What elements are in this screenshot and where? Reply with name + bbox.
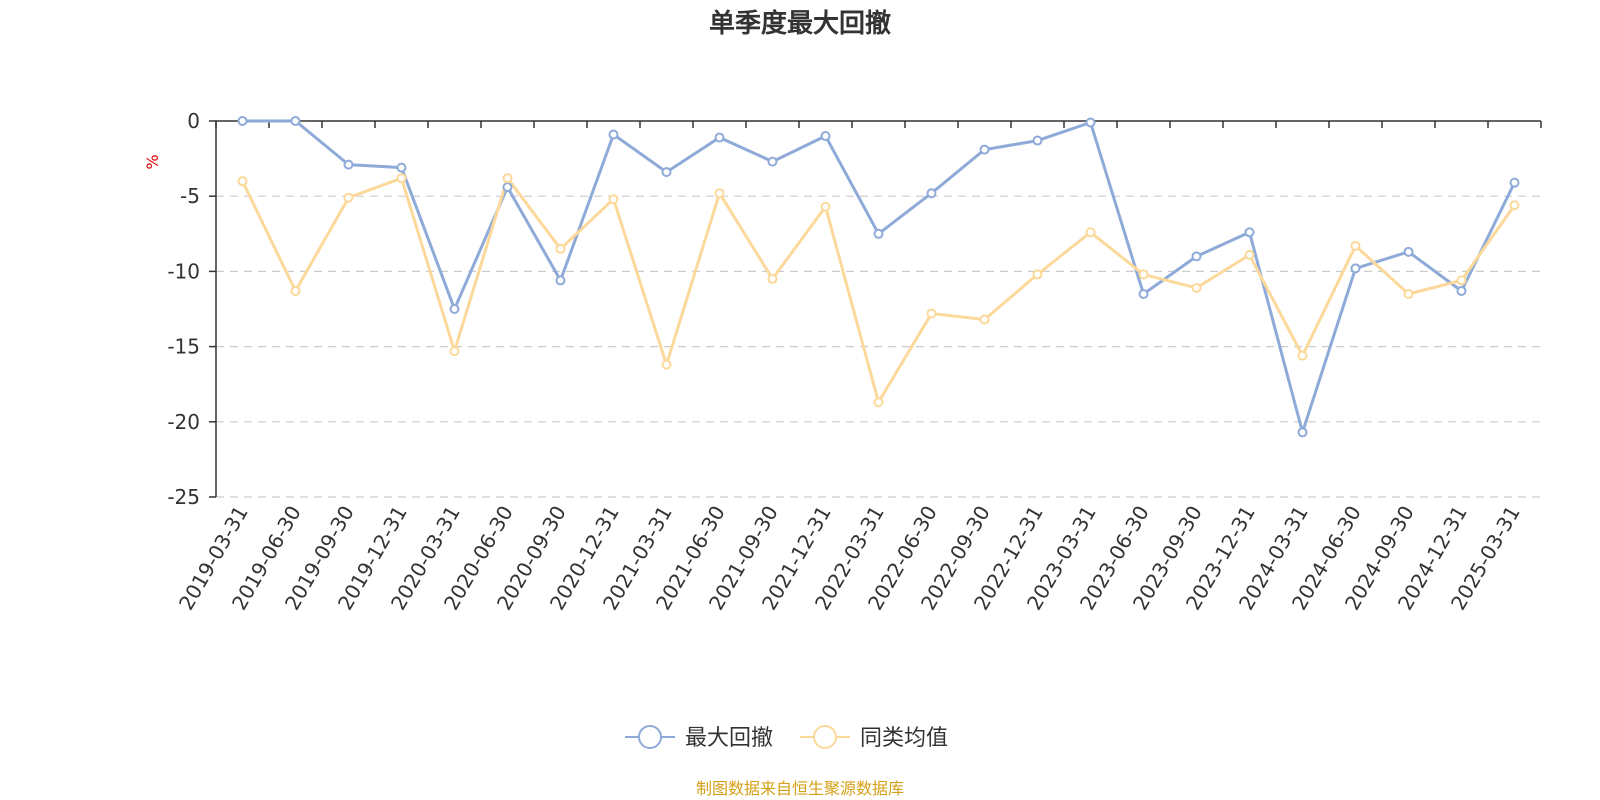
data-point-series-1[interactable] — [820, 131, 831, 142]
data-point-series-2[interactable] — [1297, 350, 1308, 361]
data-point-series-2[interactable] — [661, 359, 672, 370]
y-tick-label: -10 — [167, 259, 200, 283]
data-point-series-1[interactable] — [714, 132, 725, 143]
data-point-series-1[interactable] — [1456, 285, 1467, 296]
data-point-series-1[interactable] — [555, 275, 566, 286]
data-point-series-1[interactable] — [502, 182, 513, 193]
data-point-series-1[interactable] — [1138, 288, 1149, 299]
series-line-1 — [242, 119, 1516, 434]
data-point-series-1[interactable] — [237, 116, 248, 126]
y-tick-label: -5 — [180, 184, 200, 208]
data-point-series-1[interactable] — [767, 156, 778, 167]
series-lines — [237, 116, 1520, 438]
data-point-series-1[interactable] — [449, 304, 460, 314]
data-point-series-2[interactable] — [1191, 282, 1202, 293]
data-point-series-1[interactable] — [1297, 427, 1308, 438]
data-point-series-1[interactable] — [873, 228, 884, 239]
y-axis-unit: % — [143, 154, 162, 169]
data-point-series-1[interactable] — [343, 159, 354, 170]
data-point-series-2[interactable] — [290, 285, 301, 296]
data-point-series-1[interactable] — [1403, 246, 1414, 257]
data-point-series-1[interactable] — [290, 116, 301, 126]
data-point-series-2[interactable] — [1509, 200, 1520, 211]
data-point-series-2[interactable] — [1244, 249, 1255, 260]
y-tick-label: -25 — [167, 485, 200, 509]
data-point-series-1[interactable] — [1509, 177, 1520, 188]
data-point-series-2[interactable] — [714, 188, 725, 199]
data-point-series-1[interactable] — [1032, 135, 1043, 146]
data-point-series-2[interactable] — [396, 173, 407, 184]
data-point-series-1[interactable] — [1350, 263, 1361, 274]
data-point-series-2[interactable] — [502, 173, 513, 184]
data-point-series-2[interactable] — [979, 314, 990, 325]
data-point-series-2[interactable] — [1456, 275, 1467, 286]
data-point-series-2[interactable] — [555, 243, 566, 254]
data-point-series-2[interactable] — [873, 397, 884, 408]
data-point-series-1[interactable] — [979, 144, 990, 155]
data-point-series-1[interactable] — [661, 167, 672, 178]
data-point-series-2[interactable] — [1138, 269, 1149, 280]
data-point-series-1[interactable] — [1191, 251, 1202, 262]
data-point-series-1[interactable] — [1244, 227, 1255, 238]
data-point-series-2[interactable] — [767, 273, 778, 284]
data-point-series-1[interactable] — [926, 188, 937, 199]
legend-label: 同类均值 — [860, 726, 948, 751]
data-point-series-1[interactable] — [1085, 117, 1096, 128]
legend-marker — [813, 725, 837, 749]
data-point-series-2[interactable] — [1085, 227, 1096, 238]
legend-marker — [638, 725, 662, 749]
legend-item-2[interactable]: 同类均值 — [800, 725, 948, 751]
legend-item-1[interactable]: 最大回撤 — [625, 725, 773, 751]
y-tick-label: -20 — [167, 410, 200, 434]
axes: 0-5-10-15-20-252019-03-312019-06-302019-… — [167, 109, 1542, 614]
data-point-series-2[interactable] — [608, 194, 619, 205]
y-tick-label: -15 — [167, 335, 200, 359]
data-point-series-2[interactable] — [449, 346, 460, 357]
data-point-series-2[interactable] — [1403, 288, 1414, 299]
data-point-series-2[interactable] — [1032, 269, 1043, 280]
data-point-series-1[interactable] — [396, 162, 407, 173]
source-note: 制图数据来自恒生聚源数据库 — [696, 779, 904, 798]
data-point-series-2[interactable] — [1350, 240, 1361, 251]
legend-label: 最大回撤 — [685, 726, 773, 751]
legend[interactable]: 最大回撤 同类均值 — [625, 725, 948, 751]
data-point-series-2[interactable] — [237, 176, 248, 187]
data-point-series-2[interactable] — [820, 201, 831, 212]
data-point-series-2[interactable] — [926, 308, 937, 319]
data-point-series-2[interactable] — [343, 192, 354, 203]
data-point-series-1[interactable] — [608, 129, 619, 140]
grid-lines — [216, 195, 1541, 498]
chart-title: 单季度最大回撤 — [709, 8, 891, 39]
y-tick-label: 0 — [187, 109, 200, 133]
